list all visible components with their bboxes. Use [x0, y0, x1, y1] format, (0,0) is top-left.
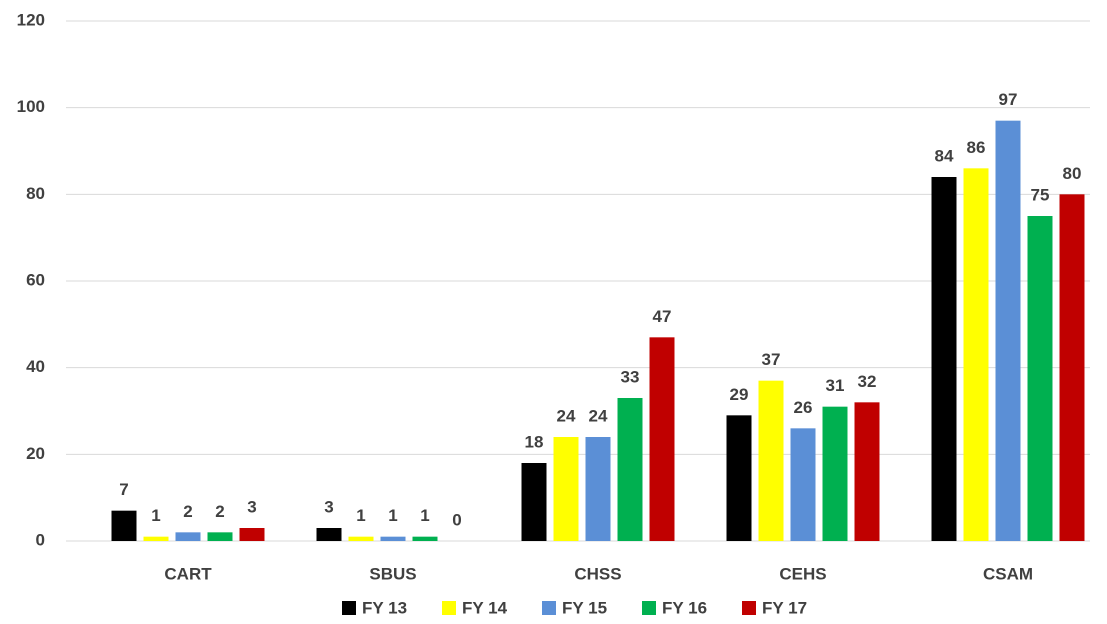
- data-label: 37: [762, 350, 781, 369]
- y-tick-label: 0: [36, 530, 45, 549]
- data-label: 7: [119, 480, 128, 499]
- legend-label: FY 16: [662, 598, 707, 617]
- x-tick-label: CSAM: [983, 564, 1033, 583]
- data-label: 1: [388, 506, 397, 525]
- data-label: 75: [1031, 185, 1050, 204]
- data-label: 26: [794, 398, 813, 417]
- bar: [380, 536, 406, 541]
- data-label: 32: [858, 372, 877, 391]
- bar: [553, 437, 579, 541]
- bar: [412, 536, 438, 541]
- y-tick-label: 100: [17, 97, 45, 116]
- bar: [758, 380, 784, 541]
- bar: [854, 402, 880, 541]
- data-label: 84: [935, 146, 954, 165]
- data-label: 31: [826, 376, 845, 395]
- data-label: 33: [621, 367, 640, 386]
- y-tick-label: 20: [26, 444, 45, 463]
- bar: [649, 337, 675, 541]
- y-tick-label: 40: [26, 357, 45, 376]
- data-label: 3: [324, 497, 333, 516]
- bar: [316, 528, 342, 541]
- data-label: 24: [557, 406, 576, 425]
- bar: [1059, 194, 1085, 542]
- data-label: 2: [183, 502, 192, 521]
- data-label: 1: [151, 506, 160, 525]
- bar: [726, 415, 752, 541]
- legend-label: FY 17: [762, 598, 807, 617]
- bar: [348, 536, 374, 541]
- legend-swatch: [742, 601, 756, 615]
- y-tick-label: 80: [26, 184, 45, 203]
- bar: [963, 168, 989, 542]
- data-label: 2: [215, 502, 224, 521]
- bar: [585, 437, 611, 541]
- data-label: 0: [452, 510, 461, 529]
- bar: [239, 528, 265, 541]
- bar: [995, 120, 1021, 542]
- data-label: 29: [730, 385, 749, 404]
- data-label: 97: [999, 90, 1018, 109]
- data-label: 1: [356, 506, 365, 525]
- y-tick-label: 120: [17, 10, 45, 29]
- data-label: 24: [589, 406, 608, 425]
- bar: [111, 510, 137, 541]
- data-label: 1: [420, 506, 429, 525]
- bar: [207, 532, 233, 541]
- legend-swatch: [442, 601, 456, 615]
- bar: [931, 177, 957, 541]
- data-label: 80: [1063, 164, 1082, 183]
- bar: [790, 428, 816, 541]
- x-tick-label: SBUS: [369, 564, 416, 583]
- legend-label: FY 13: [362, 598, 407, 617]
- data-label: 3: [247, 497, 256, 516]
- x-tick-label: CHSS: [574, 564, 621, 583]
- bar: [822, 406, 848, 541]
- legend-label: FY 15: [562, 598, 607, 617]
- legend-label: FY 14: [462, 598, 508, 617]
- x-tick-label: CART: [164, 564, 212, 583]
- legend-swatch: [342, 601, 356, 615]
- bar: [1027, 216, 1053, 541]
- bar: [143, 536, 169, 541]
- bar: [175, 532, 201, 541]
- data-label: 18: [525, 432, 544, 451]
- x-tick-label: CEHS: [779, 564, 826, 583]
- y-tick-label: 60: [26, 270, 45, 289]
- data-label: 47: [653, 307, 672, 326]
- bar: [521, 463, 547, 541]
- bar: [617, 398, 643, 541]
- legend-swatch: [542, 601, 556, 615]
- data-label: 86: [967, 138, 986, 157]
- legend-swatch: [642, 601, 656, 615]
